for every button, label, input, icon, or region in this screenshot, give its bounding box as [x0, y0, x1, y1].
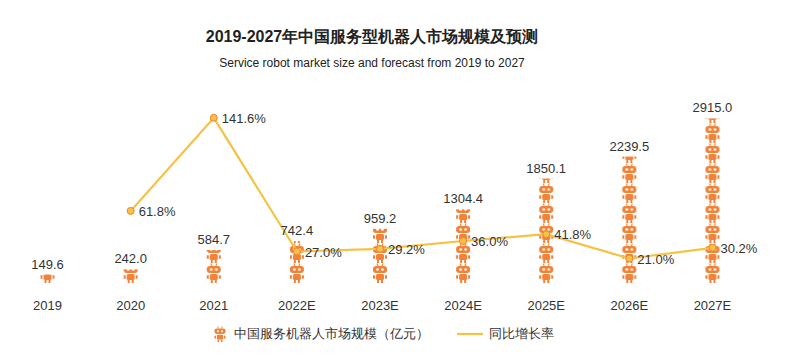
x-tick-label: 2023E — [361, 298, 399, 313]
data-label: 242.0 — [114, 251, 147, 266]
data-label: 959.2 — [364, 211, 397, 226]
x-tick-label: 2022E — [278, 298, 316, 313]
chart: 2019-2027年中国服务型机器人市场规模及预测 Service robot m… — [0, 0, 800, 355]
bar — [121, 269, 141, 283]
x-tick-label: 2021 — [199, 298, 228, 313]
bar — [619, 157, 639, 283]
subtitle: Service robot market size and forecast f… — [219, 56, 525, 70]
data-label: 36.0% — [471, 234, 508, 249]
legend-label: 同比增长率 — [489, 326, 554, 341]
legend-icon — [457, 333, 483, 335]
line-marker — [210, 114, 217, 121]
line-marker — [543, 231, 550, 238]
line-marker — [626, 255, 633, 262]
bar — [370, 229, 390, 283]
bar — [702, 118, 722, 283]
x-tick-label: 2025E — [527, 298, 565, 313]
bar — [38, 275, 58, 283]
bar — [204, 250, 224, 283]
data-label: 1304.4 — [443, 191, 483, 206]
line-marker — [460, 238, 467, 245]
data-label: 61.8% — [139, 204, 176, 219]
line-marker — [293, 248, 300, 255]
data-label: 2239.5 — [609, 139, 649, 154]
bar — [453, 209, 473, 283]
data-label: 27.0% — [305, 245, 342, 260]
data-label: 29.2% — [388, 242, 425, 257]
x-tick-label: 2019 — [33, 298, 62, 313]
legend-label: 中国服务机器人市场规模（亿元） — [234, 326, 429, 341]
line-marker — [709, 244, 716, 251]
data-label: 1850.1 — [526, 161, 566, 176]
legend-icon — [214, 326, 225, 342]
legend: 中国服务机器人市场规模（亿元） 同比增长率 — [214, 326, 554, 342]
line — [131, 118, 713, 259]
x-tick-label: 2020 — [116, 298, 145, 313]
data-label: 2915.0 — [693, 100, 733, 115]
labels: 149.6 242.0 584.7 742.4 959.2 1304.4 1850.1 223… — [31, 100, 757, 271]
data-label: 584.7 — [198, 232, 231, 247]
x-tick-label: 2027E — [694, 298, 732, 313]
data-label: 742.4 — [281, 223, 314, 238]
plot-area — [38, 114, 723, 283]
x-tick-label: 2024E — [444, 298, 482, 313]
data-label: 41.8% — [554, 227, 591, 242]
bar — [536, 179, 556, 283]
data-label: 30.2% — [720, 241, 757, 256]
bar — [287, 241, 307, 283]
data-label: 149.6 — [31, 257, 64, 272]
title: 2019-2027年中国服务型机器人市场规模及预测 — [206, 28, 539, 45]
line-marker — [127, 207, 134, 214]
x-tick-label: 2026E — [611, 298, 649, 313]
data-label: 141.6% — [222, 111, 267, 126]
data-label: 21.0% — [637, 252, 674, 267]
line-marker — [377, 245, 384, 252]
